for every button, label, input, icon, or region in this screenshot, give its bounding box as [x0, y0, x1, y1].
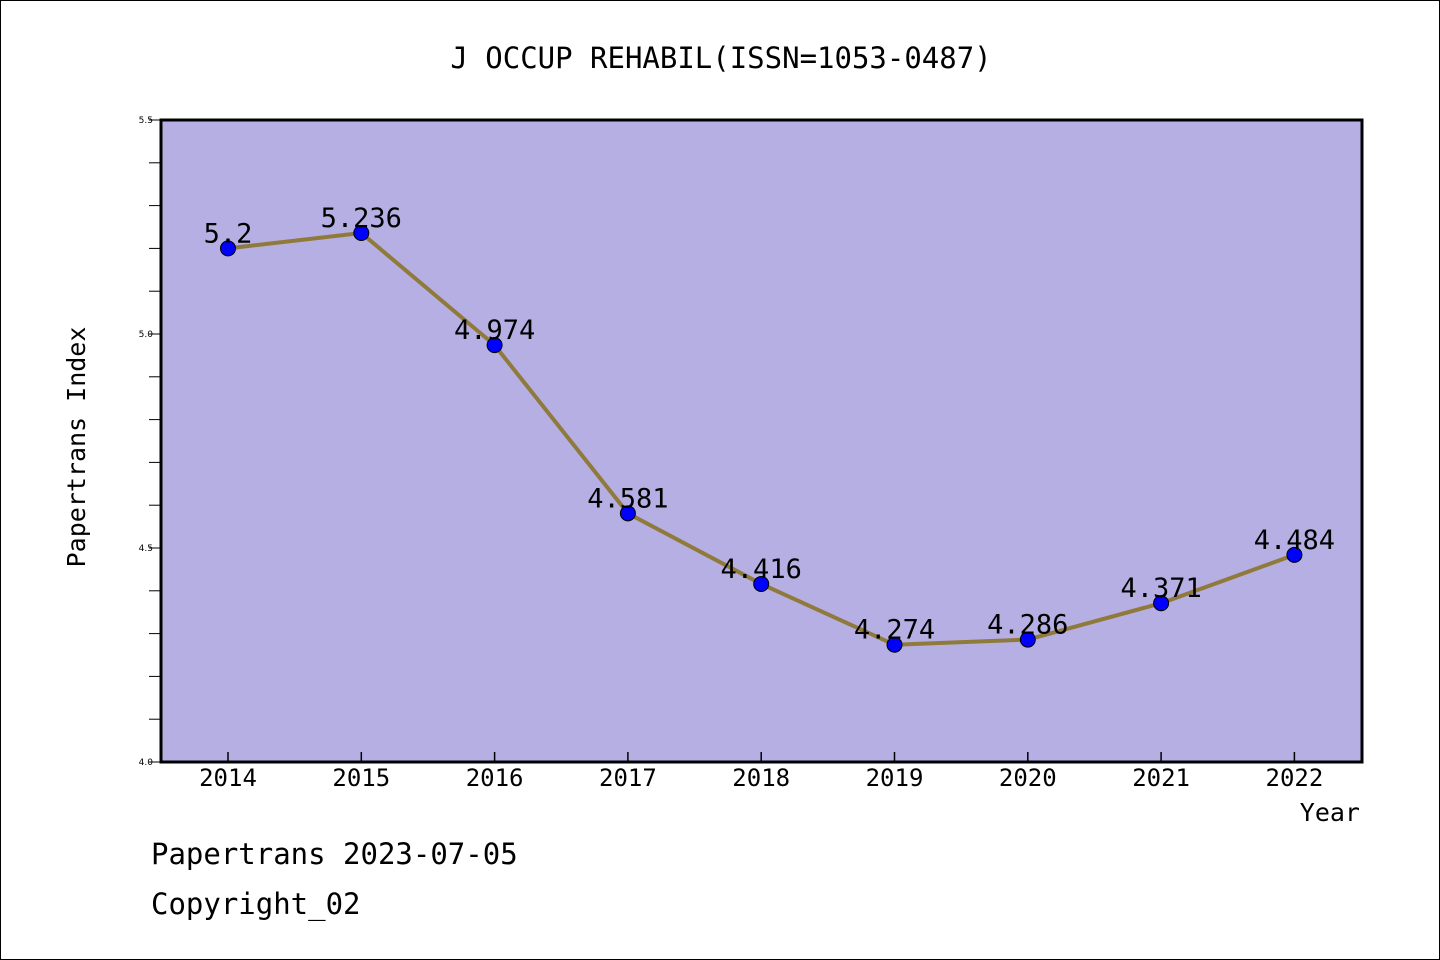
data-label: 4.484 [1254, 525, 1335, 556]
data-label: 4.371 [1120, 573, 1201, 604]
x-tick-label: 2016 [466, 764, 524, 792]
data-label: 4.974 [454, 315, 535, 346]
y-axis: 4.0 4.5 5.0 5.5 [139, 116, 161, 768]
data-point [1286, 546, 1303, 563]
series-line: 5.2 5.236 4.974 4.581 4.416 4.274 4.286 4.371 4.… [204, 203, 1335, 653]
x-tick-label: 2019 [866, 764, 924, 792]
data-point [486, 337, 503, 354]
x-tick-label: 2020 [999, 764, 1057, 792]
x-tick-label: 2021 [1132, 764, 1190, 792]
x-tick-label: 2015 [332, 764, 390, 792]
data-label: 4.581 [587, 483, 668, 514]
x-tick-label: 2018 [732, 764, 790, 792]
y-tick-label: 5.0 [139, 330, 154, 340]
data-point [886, 636, 903, 653]
data-label: 4.416 [721, 554, 802, 585]
y-tick-label: 4.5 [139, 544, 153, 554]
footer-date: Papertrans 2023-07-05 [151, 837, 518, 871]
x-tick-label: 2017 [599, 764, 657, 792]
x-tick-label: 2022 [1266, 764, 1324, 792]
x-tick-label: 2014 [199, 764, 257, 792]
data-point [619, 505, 636, 522]
y-tick-label: 5.5 [139, 116, 153, 126]
footer-copyright: Copyright_02 [151, 887, 361, 921]
data-point [220, 240, 236, 257]
data-point [353, 224, 370, 241]
x-axis-label: Year [1300, 798, 1360, 827]
data-point [753, 575, 770, 592]
data-label: 4.274 [854, 615, 935, 646]
data-label: 5.2 [204, 218, 253, 249]
data-label: 4.286 [987, 610, 1068, 641]
y-axis-label: Papertrans Index [62, 327, 91, 568]
data-point [1019, 631, 1036, 648]
data-label: 5.236 [321, 203, 402, 234]
chart-title: J OCCUP REHABIL(ISSN=1053-0487) [450, 41, 991, 75]
x-axis: 2014 2015 2016 2017 2018 2019 2020 2021 2022 [199, 752, 1323, 792]
data-point [1153, 595, 1170, 612]
y-tick-label: 4.0 [139, 758, 154, 768]
